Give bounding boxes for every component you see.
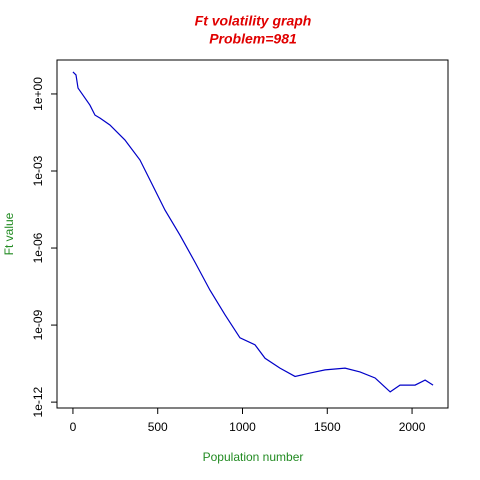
y-tick-label: 1e-12 bbox=[31, 386, 45, 417]
x-tick-label: 1000 bbox=[229, 420, 256, 434]
chart-title: Ft volatility graph bbox=[195, 13, 312, 29]
x-axis-label: Population number bbox=[203, 450, 304, 464]
y-axis-label: Ft value bbox=[2, 212, 16, 255]
data-line bbox=[72, 71, 434, 393]
x-tick-label: 2000 bbox=[399, 420, 426, 434]
plot-box bbox=[56, 59, 449, 409]
x-tick-label: 1500 bbox=[314, 420, 341, 434]
x-tick-label: 500 bbox=[148, 420, 168, 434]
chart-subtitle: Problem=981 bbox=[209, 31, 297, 47]
y-tick-label: 1e-06 bbox=[31, 232, 45, 263]
x-tick-label: 0 bbox=[70, 420, 77, 434]
y-tick-label: 1e-09 bbox=[31, 309, 45, 340]
y-tick-label: 1e+00 bbox=[31, 77, 45, 111]
y-tick-label: 1e-03 bbox=[31, 155, 45, 186]
